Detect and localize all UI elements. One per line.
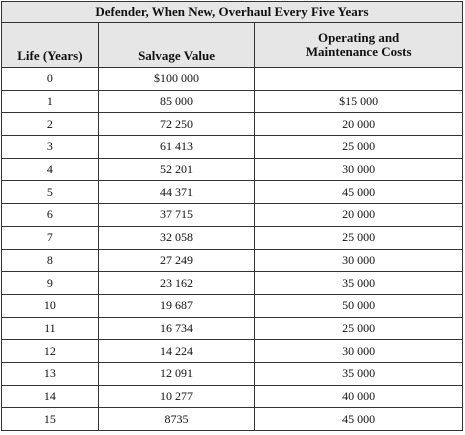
cell-om-costs: 30 000	[254, 248, 463, 273]
cell-salvage: $100 000	[97, 67, 256, 91]
cell-salvage: 16 734	[97, 316, 256, 341]
cell-om-costs: 45 000	[254, 407, 463, 431]
cell-salvage: 44 371	[97, 180, 256, 205]
column-header-om-text: Operating and Maintenance Costs	[305, 30, 412, 59]
column-header-om-costs: Operating and Maintenance Costs	[254, 22, 463, 68]
table-row: 5 44 371 45 000	[1, 180, 463, 205]
cell-salvage: 10 277	[97, 384, 256, 409]
cell-life: 11	[1, 316, 99, 341]
cell-life: 6	[1, 203, 99, 227]
cell-om-costs: 25 000	[254, 135, 463, 159]
cell-salvage: 52 201	[97, 157, 256, 182]
table-row: 9 23 162 35 000	[1, 271, 463, 295]
cell-om-costs: 20 000	[254, 203, 463, 227]
cell-salvage: 32 058	[97, 225, 256, 250]
table-row: 2 72 250 20 000	[1, 112, 463, 137]
column-header-salvage: Salvage Value	[97, 22, 256, 68]
cell-salvage: 61 413	[97, 135, 256, 159]
cell-life: 10	[1, 293, 99, 318]
cell-salvage: 27 249	[97, 248, 256, 273]
cell-salvage: 72 250	[97, 112, 256, 137]
table-row: 14 10 277 40 000	[1, 384, 463, 409]
cell-salvage: 12 091	[97, 361, 256, 386]
cell-salvage: 8735	[97, 407, 256, 431]
cell-life: 1	[1, 89, 99, 114]
cell-om-costs: 35 000	[254, 271, 463, 295]
cell-om-costs: 25 000	[254, 316, 463, 341]
column-header-life: Life (Years)	[1, 22, 99, 68]
title-row: Defender, When New, Overhaul Every Five …	[1, 1, 463, 23]
cell-life: 4	[1, 157, 99, 182]
table-row: 13 12 091 35 000	[1, 361, 463, 386]
table-row: 1 85 000 $15 000	[1, 89, 463, 114]
table-row: 15 8735 45 000	[1, 407, 463, 431]
cell-om-costs: 20 000	[254, 112, 463, 137]
cell-salvage: 85 000	[97, 89, 256, 114]
cell-om-costs: $15 000	[254, 89, 463, 114]
table-row: 8 27 249 30 000	[1, 248, 463, 273]
cell-salvage: 37 715	[97, 203, 256, 227]
table-row: 11 16 734 25 000	[1, 316, 463, 341]
cell-life: 2	[1, 112, 99, 137]
table-row: 6 37 715 20 000	[1, 203, 463, 227]
cell-life: 14	[1, 384, 99, 409]
cell-om-costs: 40 000	[254, 384, 463, 409]
cell-life: 0	[1, 67, 99, 91]
cell-salvage: 14 224	[97, 339, 256, 363]
cell-life: 12	[1, 339, 99, 363]
cell-salvage: 19 687	[97, 293, 256, 318]
cell-life: 8	[1, 248, 99, 273]
table-title: Defender, When New, Overhaul Every Five …	[1, 1, 463, 23]
table-row: 0 $100 000	[1, 67, 463, 91]
cell-life: 9	[1, 271, 99, 295]
cell-om-costs: 30 000	[254, 339, 463, 363]
cell-om-costs: 25 000	[254, 225, 463, 250]
cell-salvage: 23 162	[97, 271, 256, 295]
table-row: 12 14 224 30 000	[1, 339, 463, 363]
table-body: 0 $100 000 1 85 000 $15 000 2 72 250 20 000 3 61 …	[1, 67, 463, 431]
cell-life: 15	[1, 407, 99, 431]
table-row: 4 52 201 30 000	[1, 157, 463, 182]
cell-om-costs: 50 000	[254, 293, 463, 318]
cell-life: 7	[1, 225, 99, 250]
cell-life: 5	[1, 180, 99, 205]
header-row: Life (Years) Salvage Value Operating and…	[1, 22, 463, 68]
cell-life: 3	[1, 135, 99, 159]
cell-om-costs	[254, 67, 463, 91]
cell-life: 13	[1, 361, 99, 386]
cell-om-costs: 30 000	[254, 157, 463, 182]
table-row: 10 19 687 50 000	[1, 293, 463, 318]
cell-om-costs: 45 000	[254, 180, 463, 205]
cell-om-costs: 35 000	[254, 361, 463, 386]
table-row: 3 61 413 25 000	[1, 135, 463, 159]
table-row: 7 32 058 25 000	[1, 225, 463, 250]
